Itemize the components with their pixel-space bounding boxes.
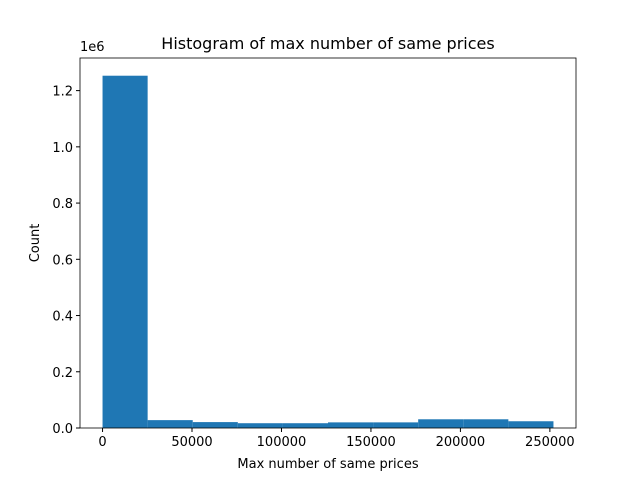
x-tick-label: 0	[98, 435, 106, 450]
y-tick-label: 0.2	[52, 366, 73, 381]
y-tick-label: 0.6	[52, 253, 73, 268]
x-tick-label: 50000	[171, 435, 212, 450]
bar	[373, 422, 419, 428]
bar	[102, 75, 148, 428]
chart-title: Histogram of max number of same prices	[161, 34, 494, 53]
bar	[328, 422, 374, 428]
y-tick-label: 1.2	[52, 85, 73, 100]
x-tick-label: 100000	[257, 435, 307, 450]
x-tick-label: 200000	[436, 435, 486, 450]
bar	[508, 421, 554, 428]
x-axis-label: Max number of same prices	[237, 457, 418, 472]
bar	[282, 423, 328, 428]
y-axis-label: Count	[28, 224, 43, 263]
bar	[237, 423, 283, 428]
bar	[418, 419, 464, 428]
x-tick-label: 150000	[346, 435, 396, 450]
y-tick-label: 1.0	[52, 141, 73, 156]
y-offset-text: 1e6	[80, 40, 105, 55]
plot-frame	[79, 57, 577, 429]
bar	[192, 422, 238, 428]
bar	[147, 420, 193, 428]
x-tick-label: 250000	[525, 435, 575, 450]
y-tick-label: 0.0	[52, 422, 73, 437]
bar	[463, 419, 509, 428]
y-tick-label: 0.8	[52, 197, 73, 212]
y-tick-label: 0.4	[52, 310, 73, 325]
